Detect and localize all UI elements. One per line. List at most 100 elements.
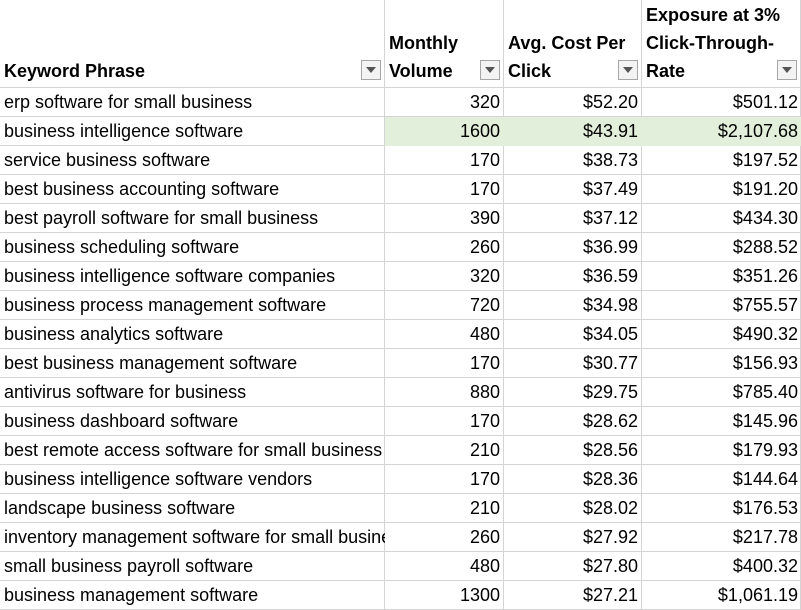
table-row: business analytics software 480 $34.05 $490… [0,320,801,349]
cell-monthly-volume[interactable]: 480 [469,556,500,576]
cell-exposure[interactable]: $785.40 [732,382,798,402]
header-exposure-line2: Click-Through- [646,33,774,53]
cell-exposure[interactable]: $434.30 [732,208,798,228]
filter-volume-button[interactable] [480,60,500,80]
cell-keyword[interactable]: best business management software [4,353,298,373]
filter-exposure-button[interactable] [777,60,797,80]
cell-avg-cost-per-click[interactable]: $43.91 [504,117,642,146]
filter-keyword-button[interactable] [361,60,381,80]
cell-exposure[interactable]: $490.32 [732,324,798,344]
table-row: small business payroll software 480 $27.80… [0,552,801,581]
cell-avg-cost-per-click[interactable]: $36.99 [582,237,638,257]
cell-avg-cost-per-click[interactable]: $28.02 [582,498,638,518]
cell-keyword[interactable]: small business payroll software [4,556,254,576]
row-divider [0,522,801,523]
column-divider [503,0,504,610]
cell-keyword[interactable]: business process management software [4,295,327,315]
cell-avg-cost-per-click[interactable]: $30.77 [582,353,638,373]
header-cpc-line1: Avg. Cost Per [508,33,626,53]
cell-keyword[interactable]: antivirus software for business [4,382,247,402]
cell-keyword[interactable]: erp software for small business [4,92,253,112]
cell-exposure[interactable]: $501.12 [732,92,798,112]
table-row: business process management software 720 $… [0,291,801,320]
cell-monthly-volume[interactable]: 210 [469,498,500,518]
dropdown-arrow-icon [782,67,792,73]
table-row: best remote access software for small bu… [0,436,801,465]
cell-keyword[interactable]: business analytics software [4,324,224,344]
cell-keyword[interactable]: best remote access software for small bu… [4,440,383,460]
cell-avg-cost-per-click[interactable]: $37.49 [582,179,638,199]
cell-exposure[interactable]: $1,061.19 [717,585,798,605]
cell-keyword[interactable]: business management software [4,585,259,605]
cell-monthly-volume[interactable]: 170 [469,150,500,170]
cell-avg-cost-per-click[interactable]: $36.59 [582,266,638,286]
cell-monthly-volume[interactable]: 1600 [385,117,504,146]
header-cpc-line2: Click [508,61,552,81]
cell-avg-cost-per-click[interactable]: $28.36 [582,469,638,489]
cell-exposure[interactable]: $217.78 [732,527,798,547]
table-row: best business management software 170 $30.… [0,349,801,378]
filter-cpc-button[interactable] [618,60,638,80]
cell-monthly-volume[interactable]: 170 [469,179,500,199]
cell-exposure[interactable]: $179.93 [732,440,798,460]
cell-monthly-volume[interactable]: 170 [469,411,500,431]
table-row: business management software 1300 $27.21 $1… [0,581,801,610]
cell-monthly-volume[interactable]: 320 [469,92,500,112]
cell-avg-cost-per-click[interactable]: $27.80 [582,556,638,576]
column-divider [384,0,385,610]
cell-avg-cost-per-click[interactable]: $52.20 [582,92,638,112]
row-divider [0,435,801,436]
cell-monthly-volume[interactable]: 170 [469,469,500,489]
cell-avg-cost-per-click[interactable]: $34.98 [582,295,638,315]
cell-avg-cost-per-click[interactable]: $38.73 [582,150,638,170]
cell-monthly-volume[interactable]: 390 [469,208,500,228]
cell-monthly-volume[interactable]: 880 [469,382,500,402]
cell-avg-cost-per-click[interactable]: $28.56 [582,440,638,460]
cell-keyword[interactable]: best business accounting software [4,179,280,199]
cell-exposure[interactable]: $351.26 [732,266,798,286]
row-divider [0,203,801,204]
cell-monthly-volume[interactable]: 260 [469,237,500,257]
table-row: service business software 170 $38.73 $197.5… [0,146,801,175]
cell-exposure[interactable]: $2,107.68 [642,117,801,146]
cell-monthly-volume[interactable]: 720 [469,295,500,315]
cell-exposure[interactable]: $144.64 [732,469,798,489]
cell-keyword[interactable]: business intelligence software [4,121,244,141]
cell-exposure[interactable]: $156.93 [732,353,798,373]
cell-exposure[interactable]: $145.96 [732,411,798,431]
cell-avg-cost-per-click[interactable]: $37.12 [582,208,638,228]
cell-monthly-volume[interactable]: 320 [469,266,500,286]
cell-monthly-volume[interactable]: 260 [469,527,500,547]
cell-exposure[interactable]: $197.52 [732,150,798,170]
cell-monthly-volume[interactable]: 1300 [459,585,500,605]
cell-keyword[interactable]: inventory management software for small … [4,527,385,547]
cell-exposure[interactable]: $191.20 [732,179,798,199]
cell-avg-cost-per-click[interactable]: $34.05 [582,324,638,344]
header-monthly-volume: Monthly Volume [385,0,504,87]
cell-keyword[interactable]: best payroll software for small business [4,208,319,228]
cell-keyword[interactable]: landscape business software [4,498,236,518]
cell-monthly-volume[interactable]: 210 [469,440,500,460]
dropdown-arrow-icon [623,67,633,73]
cell-avg-cost-per-click[interactable]: $29.75 [582,382,638,402]
cell-exposure[interactable]: $400.32 [732,556,798,576]
cell-keyword[interactable]: business scheduling software [4,237,240,257]
column-divider [641,0,642,610]
cell-keyword[interactable]: service business software [4,150,211,170]
cell-exposure[interactable]: $288.52 [732,237,798,257]
cell-monthly-volume[interactable]: 480 [469,324,500,344]
cell-keyword[interactable]: business intelligence software vendors [4,469,313,489]
cell-avg-cost-per-click[interactable]: $27.21 [582,585,638,605]
row-divider [0,232,801,233]
cell-avg-cost-per-click[interactable]: $27.92 [582,527,638,547]
cell-avg-cost-per-click[interactable]: $28.62 [582,411,638,431]
cell-exposure[interactable]: $176.53 [732,498,798,518]
row-divider [0,261,801,262]
header-keyword-phrase: Keyword Phrase [0,0,385,87]
cell-keyword[interactable]: business intelligence software companies [4,266,336,286]
cell-monthly-volume[interactable]: 170 [469,353,500,373]
header-exposure-line1: Exposure at 3% [646,5,781,25]
cell-exposure[interactable]: $755.57 [732,295,798,315]
row-divider [0,377,801,378]
cell-keyword[interactable]: business dashboard software [4,411,239,431]
